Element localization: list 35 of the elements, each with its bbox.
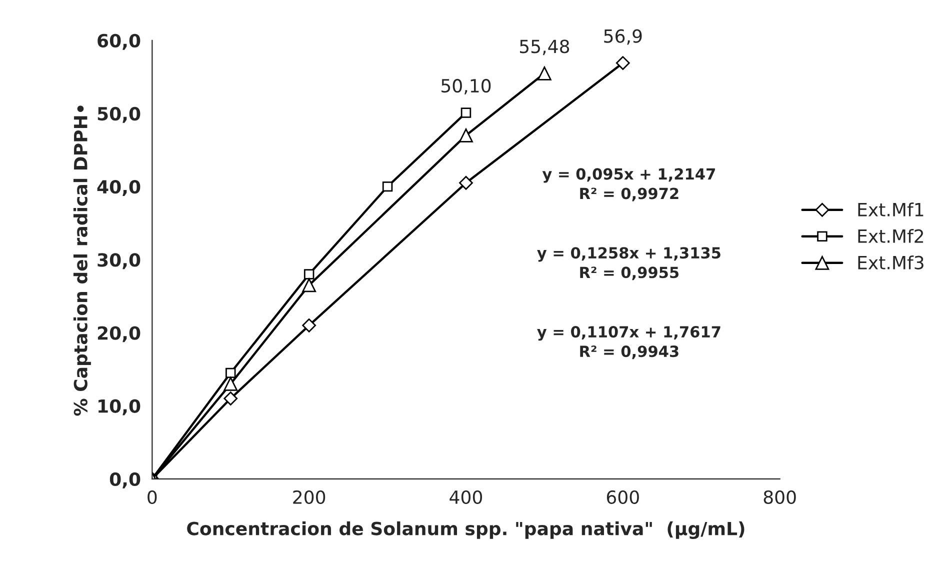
- point: [224, 392, 238, 406]
- y-tick-label: 60,0: [98, 34, 140, 50]
- legend-label: Ext.Mf1: [858, 202, 924, 216]
- y-axis-title: % Captacion del radical DPPH•: [73, 106, 91, 416]
- annotation: y = 0,1107x + 1,7617 R² = 0,9943: [537, 326, 720, 360]
- annotation: y = 0,1258x + 1,3135 R² = 0,9955: [537, 247, 720, 280]
- data-label: 55,48: [520, 40, 570, 56]
- point: [302, 318, 316, 332]
- point: [226, 368, 236, 378]
- x-tick-label: 200: [293, 490, 326, 504]
- y-tick-label: 0,0: [110, 472, 140, 488]
- y-tick-label: 50,0: [98, 106, 140, 123]
- x-tick-label: 400: [450, 490, 482, 504]
- x-tick-label: 600: [606, 490, 639, 504]
- legend-label: Ext.Mf2: [858, 228, 924, 243]
- point: [459, 176, 473, 190]
- data-label: 50,10: [442, 78, 491, 94]
- legend-label: Ext.Mf3: [858, 255, 924, 270]
- x-tick-label: 800: [764, 490, 796, 504]
- point: [616, 56, 630, 70]
- y-tick-label: 30,0: [98, 253, 140, 270]
- x-tick-label: 0: [148, 490, 157, 504]
- x-axis-title: Concentracion de Solanum spp. "papa nativa" (µg/mL): [187, 521, 744, 539]
- point: [460, 108, 472, 118]
- data-label: 56,9: [604, 29, 642, 45]
- point: [224, 376, 238, 391]
- point: [304, 269, 314, 280]
- point: [459, 128, 473, 142]
- y-tick-label: 10,0: [98, 399, 140, 416]
- y-tick-label: 20,0: [98, 326, 140, 342]
- point: [302, 278, 316, 292]
- annotation: y = 0,095x + 1,2147 R² = 0,9972: [542, 168, 715, 202]
- point: [538, 66, 552, 80]
- y-tick-label: 40,0: [97, 180, 140, 196]
- point: [382, 181, 393, 192]
